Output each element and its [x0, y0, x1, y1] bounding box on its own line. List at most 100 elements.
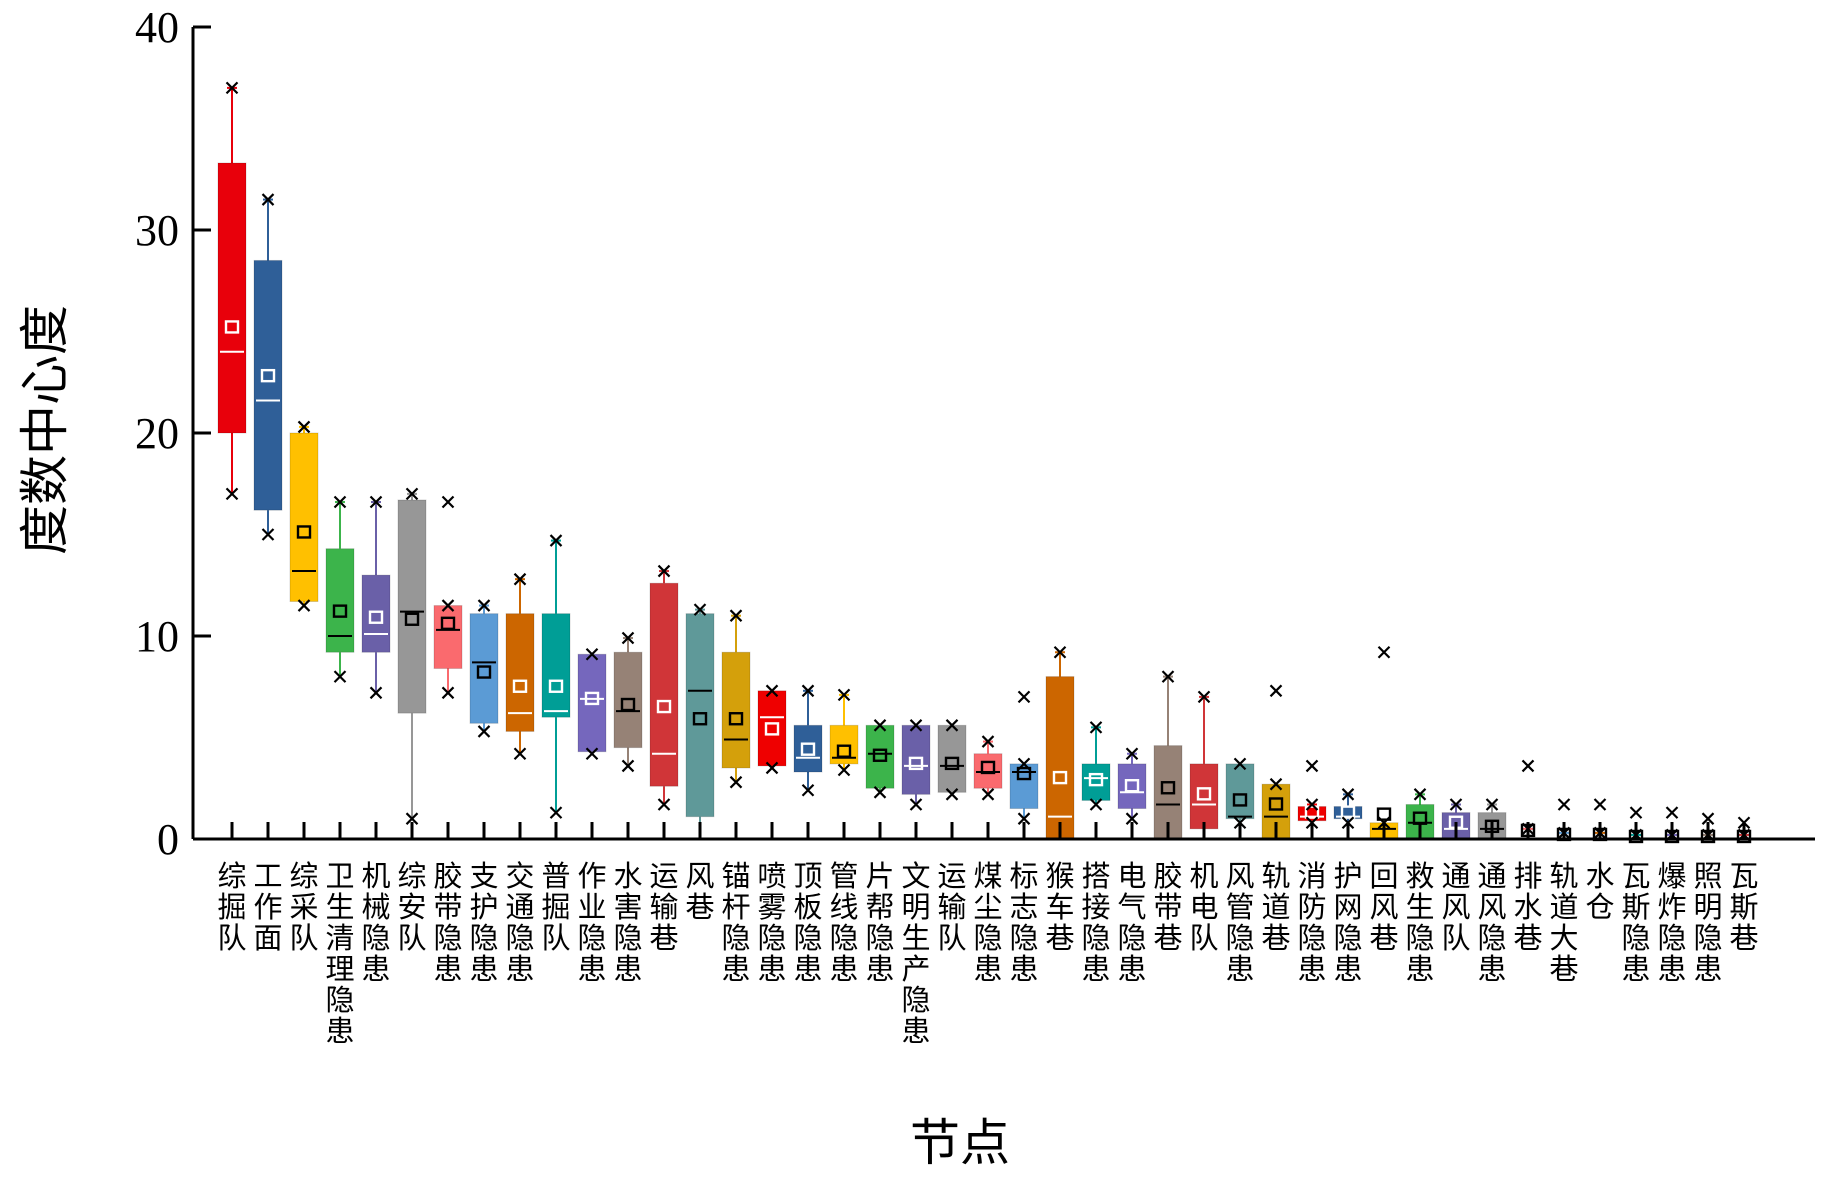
x-tick-label: 照明隐患 — [1693, 859, 1722, 986]
mean-marker — [260, 368, 276, 383]
box-body — [217, 162, 247, 434]
x-tick-label-char: 患 — [865, 952, 894, 986]
extreme-marker — [1305, 798, 1319, 811]
x-tick-label-char: 胶 — [433, 859, 462, 893]
x-tick-label: 瓦斯隐患 — [1621, 859, 1650, 986]
x-tick-label-char: 轨 — [1549, 859, 1578, 893]
mean-marker — [332, 604, 348, 618]
x-tick-label-char: 带 — [433, 890, 462, 924]
box-body — [1081, 763, 1111, 801]
x-tick-label: 救生隐患 — [1405, 859, 1434, 986]
x-tick-label: 运输队 — [937, 859, 966, 955]
x-tick-label-char: 防 — [1297, 890, 1326, 924]
x-tick-label-char: 道 — [1261, 890, 1290, 924]
x-tick-label-char: 患 — [1225, 952, 1254, 986]
extreme-marker — [1557, 798, 1571, 811]
mean-marker — [404, 612, 420, 626]
extreme-marker — [1449, 798, 1463, 811]
x-tick-label-char: 隐 — [901, 983, 930, 1017]
x-tick-label-char: 综 — [217, 859, 246, 893]
x-tick-label-char: 队 — [397, 921, 426, 955]
x-tick-label-char: 标 — [1009, 859, 1038, 893]
x-tick-label: 通风队 — [1441, 859, 1470, 955]
mean-marker — [368, 610, 384, 624]
box-23 — [1009, 690, 1039, 825]
extreme-marker — [585, 647, 599, 661]
x-tick-label-char: 瓦 — [1729, 859, 1758, 893]
extreme-marker — [657, 564, 671, 578]
x-tick-label: 轨道巷 — [1261, 859, 1290, 955]
x-tick-label-char: 患 — [721, 952, 750, 986]
x-tick-label-char: 患 — [577, 952, 606, 986]
mean-marker — [512, 679, 528, 693]
box-17 — [793, 684, 823, 797]
x-tick-label-char: 护 — [1333, 859, 1362, 893]
box-6 — [397, 487, 427, 825]
x-tick-label-char: 患 — [793, 952, 822, 986]
extreme-marker — [765, 761, 779, 775]
x-tick-label-char: 隐 — [361, 921, 390, 955]
x-tick-label-char: 作 — [577, 859, 606, 893]
x-tick-label: 工作面 — [253, 859, 282, 955]
x-tick-label-char: 患 — [1009, 952, 1038, 986]
x-tick-label-char: 患 — [1333, 952, 1362, 986]
box-28 — [1189, 690, 1219, 839]
mean-marker — [584, 691, 600, 706]
mean-marker — [1052, 770, 1068, 785]
mean-marker — [1016, 766, 1032, 781]
x-tick-label-char: 普 — [541, 859, 570, 893]
box-18 — [829, 688, 859, 777]
x-tick-label-char: 隐 — [1225, 921, 1254, 955]
box-25 — [1081, 721, 1111, 811]
x-tick-label-char: 支 — [469, 859, 498, 893]
x-tick-label-char: 明 — [1693, 890, 1722, 924]
x-tick-label-char: 轨 — [1261, 859, 1290, 893]
axes — [191, 27, 1815, 841]
x-tick-label-char: 风 — [685, 859, 714, 893]
x-tick-label-char: 电 — [1117, 859, 1146, 893]
x-tick-label-char: 仓 — [1585, 890, 1614, 924]
x-tick-label-char: 巷 — [1369, 921, 1398, 955]
x-tick-label-char: 板 — [793, 890, 822, 924]
box-body — [253, 259, 283, 511]
box-5 — [361, 495, 391, 700]
extreme-marker — [1665, 806, 1679, 819]
x-tick-label: 水仓 — [1585, 859, 1614, 924]
extreme-marker — [1305, 759, 1319, 773]
extreme-marker — [1485, 798, 1499, 811]
mean-marker — [1340, 805, 1356, 819]
x-tick-label-char: 患 — [973, 952, 1002, 986]
x-tick-label-char: 隐 — [325, 983, 354, 1017]
x-tick-label-char: 瓦 — [1621, 859, 1650, 893]
x-tick-label-char: 生 — [901, 921, 930, 955]
x-tick-label-char: 患 — [613, 952, 642, 986]
box-body — [289, 432, 319, 602]
extreme-marker — [909, 719, 923, 732]
y-tick-label: 40 — [135, 3, 179, 52]
mean-marker — [908, 756, 924, 771]
extreme-marker — [1341, 788, 1355, 801]
box-3 — [289, 420, 319, 612]
box-10 — [541, 534, 571, 819]
x-axis-title: 节点 — [910, 1114, 1010, 1172]
x-tick-label-char: 隐 — [469, 921, 498, 955]
box-20 — [901, 719, 931, 811]
x-tick-label-char: 机 — [361, 859, 390, 893]
x-tick-label-char: 隐 — [1081, 921, 1110, 955]
x-ticks: 综掘队工作面综采队卫生清理隐患机械隐患综安队胶带隐患支护隐患交通隐患普掘队作业隐… — [217, 822, 1759, 1048]
extreme-marker — [837, 763, 851, 777]
x-tick-label-char: 队 — [1441, 921, 1470, 955]
mean-marker — [440, 616, 456, 631]
extreme-marker — [621, 759, 635, 773]
x-tick-label-char: 械 — [361, 890, 390, 924]
x-tick-label-char: 消 — [1297, 859, 1326, 893]
x-tick-label-char: 帮 — [865, 890, 894, 924]
extreme-marker — [1053, 645, 1067, 659]
box-15 — [721, 609, 751, 789]
mean-marker — [836, 744, 852, 758]
x-tick-label-char: 护 — [469, 890, 498, 924]
extreme-marker — [585, 747, 599, 761]
box-body — [793, 724, 823, 773]
extreme-marker — [369, 686, 383, 700]
